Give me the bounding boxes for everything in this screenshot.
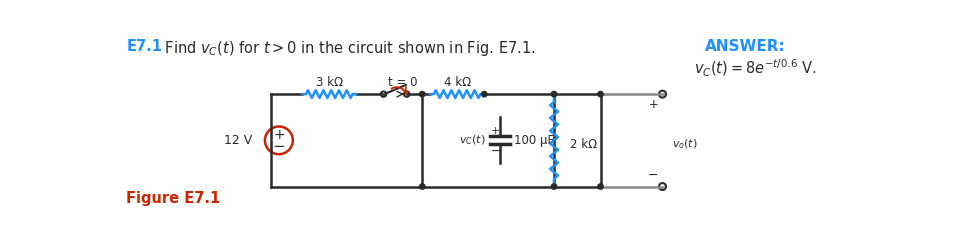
Text: $v_C(t)$: $v_C(t)$ [459, 134, 486, 147]
Circle shape [598, 92, 603, 97]
Text: $v_o(t)$: $v_o(t)$ [672, 137, 698, 151]
Text: $v_C(t) = 8e^{-t/0.6}$ V.: $v_C(t) = 8e^{-t/0.6}$ V. [693, 58, 816, 79]
Text: t = 0: t = 0 [388, 76, 418, 89]
Circle shape [420, 92, 425, 97]
Text: −: − [648, 169, 659, 182]
Text: Figure E7.1: Figure E7.1 [126, 191, 221, 206]
Text: +: + [648, 98, 659, 111]
Text: +: + [492, 126, 500, 136]
Circle shape [420, 184, 425, 189]
Circle shape [551, 184, 557, 189]
Circle shape [482, 92, 487, 97]
Text: +: + [273, 128, 285, 142]
Text: −: − [491, 145, 501, 158]
Text: 2 kΩ: 2 kΩ [569, 138, 597, 151]
Text: 12 V: 12 V [224, 134, 252, 147]
Text: −: − [273, 139, 285, 154]
Text: 100 μF: 100 μF [514, 134, 554, 147]
Circle shape [551, 92, 557, 97]
Text: E7.1: E7.1 [126, 39, 162, 54]
Text: 3 kΩ: 3 kΩ [316, 76, 343, 89]
Text: Find $v_C(t)$ for $t > 0$ in the circuit shown in Fig. E7.1.: Find $v_C(t)$ for $t > 0$ in the circuit… [160, 39, 536, 58]
Text: ANSWER:: ANSWER: [706, 39, 786, 54]
Circle shape [598, 184, 603, 189]
Text: 4 kΩ: 4 kΩ [444, 76, 470, 89]
